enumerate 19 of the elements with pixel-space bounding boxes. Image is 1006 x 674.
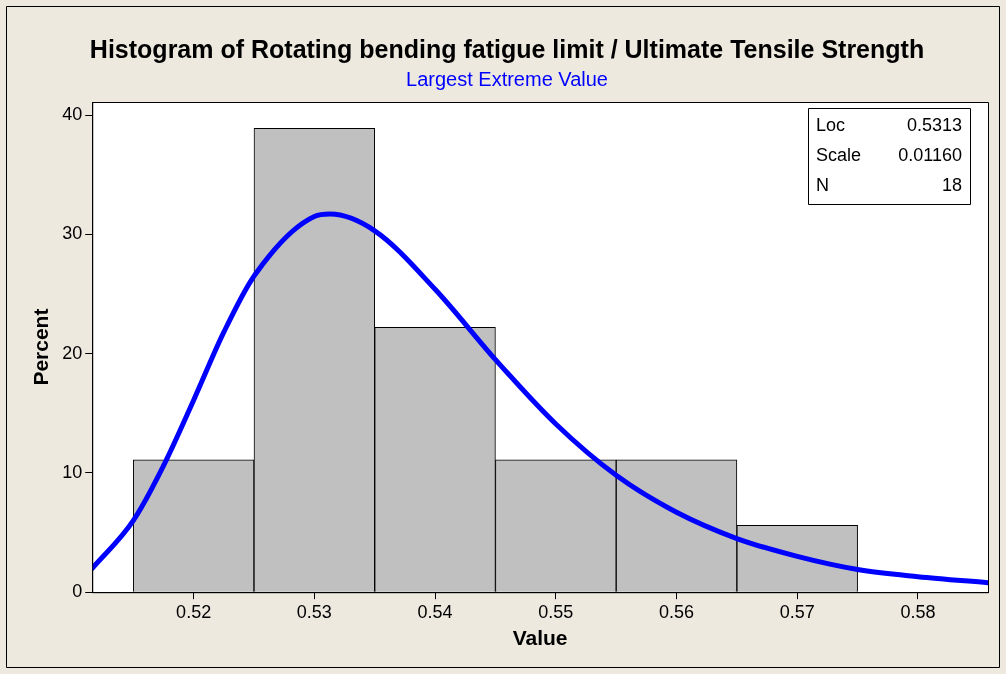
y-tick-label: 10 xyxy=(62,461,83,482)
y-tick-label: 0 xyxy=(72,581,83,602)
y-tick-label: 30 xyxy=(62,223,83,244)
x-tick-label: 0.53 xyxy=(296,601,332,622)
y-tick-label: 20 xyxy=(62,342,83,363)
chart-title: Histogram of Rotating bending fatigue limit / Ultimate Tensile Strength xyxy=(89,34,925,63)
y-tick-label: 40 xyxy=(62,104,83,125)
x-axis-title: Value xyxy=(512,626,568,650)
x-tick-label: 0.54 xyxy=(417,601,453,622)
x-tick-label: 0.58 xyxy=(900,601,936,622)
text: Loc 0.5313 xyxy=(816,114,962,135)
y-axis-title: Percent xyxy=(29,308,53,386)
x-tick-label: 0.52 xyxy=(176,601,212,622)
text: N 18 xyxy=(816,174,962,195)
chart-subtitle: Largest Extreme Value xyxy=(406,67,608,90)
x-tick-label: 0.56 xyxy=(659,601,695,622)
x-tick-label: 0.57 xyxy=(779,601,815,622)
text: Scale 0.01160 xyxy=(816,144,962,165)
x-tick-label: 0.55 xyxy=(538,601,574,622)
